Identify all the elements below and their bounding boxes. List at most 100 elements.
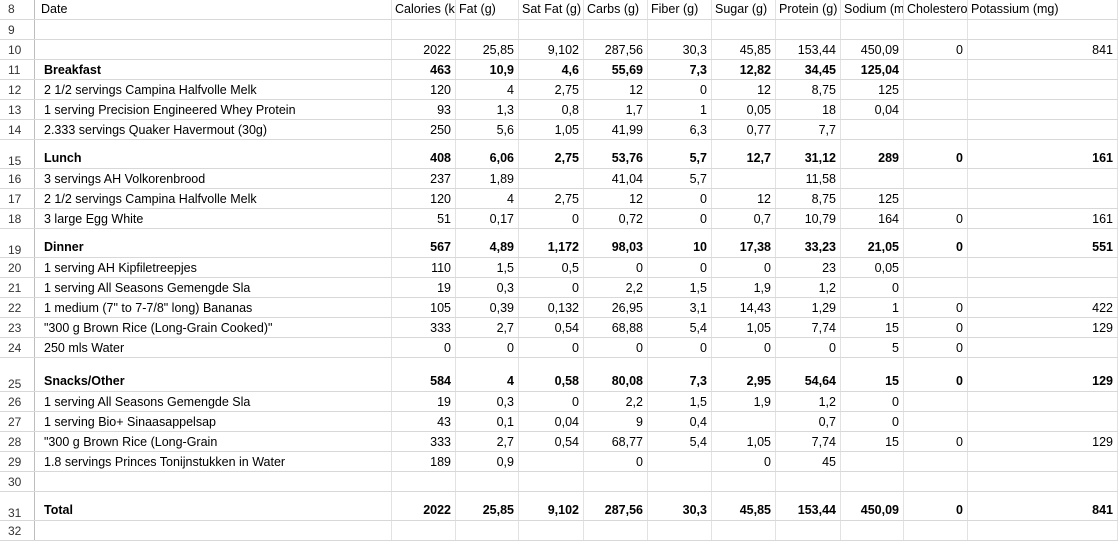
cell-fat[interactable]: 25,85 — [456, 492, 519, 520]
row-number[interactable]: 25 — [0, 358, 35, 391]
cell-sat-fat[interactable] — [519, 169, 584, 188]
row-number[interactable]: 30 — [0, 472, 35, 491]
row-number[interactable]: 27 — [0, 412, 35, 431]
cell-cholesterol[interactable]: Cholesterol — [904, 0, 968, 19]
cell-carbs[interactable]: 1,7 — [584, 100, 648, 119]
cell-protein[interactable]: 153,44 — [776, 492, 841, 520]
cell-date[interactable]: Total — [36, 492, 392, 520]
cell-sugar[interactable]: 0 — [712, 452, 776, 471]
cell-sodium[interactable] — [841, 521, 904, 540]
cell-cholesterol[interactable]: 0 — [904, 492, 968, 520]
cell-fat[interactable]: 0 — [456, 338, 519, 357]
cell-calories[interactable]: 237 — [392, 169, 456, 188]
cell-date[interactable] — [36, 521, 392, 540]
cell-fat[interactable]: 0,3 — [456, 392, 519, 411]
cell-protein[interactable]: 8,75 — [776, 80, 841, 99]
cell-potassium[interactable] — [968, 412, 1118, 431]
cell-potassium[interactable]: 129 — [968, 358, 1118, 391]
row-number[interactable]: 29 — [0, 452, 35, 471]
row-number[interactable]: 28 — [0, 432, 35, 451]
cell-sodium[interactable] — [841, 472, 904, 491]
cell-carbs[interactable]: 26,95 — [584, 298, 648, 317]
cell-protein[interactable]: 33,23 — [776, 229, 841, 257]
cell-cholesterol[interactable] — [904, 472, 968, 491]
cell-cholesterol[interactable]: 0 — [904, 318, 968, 337]
cell-fat[interactable]: 0,3 — [456, 278, 519, 297]
cell-protein[interactable]: 54,64 — [776, 358, 841, 391]
cell-sugar[interactable]: 45,85 — [712, 492, 776, 520]
cell-protein[interactable]: 34,45 — [776, 60, 841, 79]
cell-fat[interactable]: 1,3 — [456, 100, 519, 119]
cell-sat-fat[interactable]: 1,172 — [519, 229, 584, 257]
cell-date[interactable]: "300 g Brown Rice (Long-Grain — [36, 432, 392, 451]
cell-potassium[interactable]: 422 — [968, 298, 1118, 317]
row-number[interactable]: 22 — [0, 298, 35, 317]
row-number[interactable]: 20 — [0, 258, 35, 277]
cell-calories[interactable]: 2022 — [392, 40, 456, 59]
cell-potassium[interactable]: 129 — [968, 318, 1118, 337]
row-number[interactable]: 15 — [0, 140, 35, 168]
cell-calories[interactable]: 110 — [392, 258, 456, 277]
cell-sodium[interactable]: 15 — [841, 358, 904, 391]
cell-potassium[interactable] — [968, 60, 1118, 79]
cell-date[interactable]: Dinner — [36, 229, 392, 257]
cell-calories[interactable]: 105 — [392, 298, 456, 317]
cell-sugar[interactable]: 1,9 — [712, 278, 776, 297]
cell-potassium[interactable]: 841 — [968, 492, 1118, 520]
cell-fiber[interactable]: 0 — [648, 80, 712, 99]
cell-potassium[interactable]: 161 — [968, 140, 1118, 168]
cell-protein[interactable] — [776, 20, 841, 39]
cell-protein[interactable]: 23 — [776, 258, 841, 277]
cell-sat-fat[interactable]: 0 — [519, 392, 584, 411]
cell-sugar[interactable]: 1,9 — [712, 392, 776, 411]
cell-fiber[interactable]: 5,7 — [648, 140, 712, 168]
cell-date[interactable]: 1.8 servings Princes Tonijnstukken in Wa… — [36, 452, 392, 471]
cell-carbs[interactable]: 68,88 — [584, 318, 648, 337]
cell-cholesterol[interactable] — [904, 60, 968, 79]
cell-sugar[interactable]: 0,77 — [712, 120, 776, 139]
cell-sugar[interactable]: 1,05 — [712, 432, 776, 451]
cell-date[interactable]: 1 medium (7" to 7-7/8" long) Bananas — [36, 298, 392, 317]
cell-calories[interactable]: Calories (kcal) — [392, 0, 456, 19]
cell-sat-fat[interactable]: 0,5 — [519, 258, 584, 277]
cell-sat-fat[interactable]: Sat Fat (g) — [519, 0, 584, 19]
cell-sodium[interactable]: 450,09 — [841, 40, 904, 59]
cell-potassium[interactable] — [968, 472, 1118, 491]
cell-sugar[interactable]: 12 — [712, 80, 776, 99]
cell-sugar[interactable]: 0,05 — [712, 100, 776, 119]
cell-protein[interactable]: 45 — [776, 452, 841, 471]
cell-fat[interactable]: 0,17 — [456, 209, 519, 228]
cell-sat-fat[interactable] — [519, 521, 584, 540]
cell-sodium[interactable]: 0 — [841, 278, 904, 297]
cell-sat-fat[interactable]: 0,8 — [519, 100, 584, 119]
row-number[interactable]: 8 — [0, 0, 35, 19]
cell-potassium[interactable]: 841 — [968, 40, 1118, 59]
cell-sodium[interactable]: 0 — [841, 392, 904, 411]
row-number[interactable]: 32 — [0, 521, 35, 540]
cell-sugar[interactable]: 0,7 — [712, 209, 776, 228]
cell-calories[interactable]: 463 — [392, 60, 456, 79]
cell-calories[interactable]: 19 — [392, 278, 456, 297]
cell-sugar[interactable] — [712, 20, 776, 39]
cell-date[interactable]: Date — [36, 0, 392, 19]
cell-potassium[interactable] — [968, 278, 1118, 297]
row-number[interactable]: 13 — [0, 100, 35, 119]
cell-date[interactable]: 1 serving Precision Engineered Whey Prot… — [36, 100, 392, 119]
cell-calories[interactable]: 189 — [392, 452, 456, 471]
cell-fiber[interactable]: 0 — [648, 209, 712, 228]
cell-potassium[interactable] — [968, 120, 1118, 139]
cell-fat[interactable]: 4 — [456, 80, 519, 99]
cell-potassium[interactable] — [968, 100, 1118, 119]
cell-carbs[interactable]: 41,04 — [584, 169, 648, 188]
cell-sat-fat[interactable]: 0,54 — [519, 432, 584, 451]
cell-protein[interactable]: 0 — [776, 338, 841, 357]
cell-protein[interactable]: 7,7 — [776, 120, 841, 139]
cell-sodium[interactable] — [841, 169, 904, 188]
cell-sat-fat[interactable]: 0 — [519, 338, 584, 357]
cell-sat-fat[interactable] — [519, 20, 584, 39]
cell-fiber[interactable]: 1,5 — [648, 392, 712, 411]
cell-carbs[interactable]: 0,72 — [584, 209, 648, 228]
cell-calories[interactable]: 51 — [392, 209, 456, 228]
cell-cholesterol[interactable]: 0 — [904, 298, 968, 317]
cell-fiber[interactable]: 5,7 — [648, 169, 712, 188]
